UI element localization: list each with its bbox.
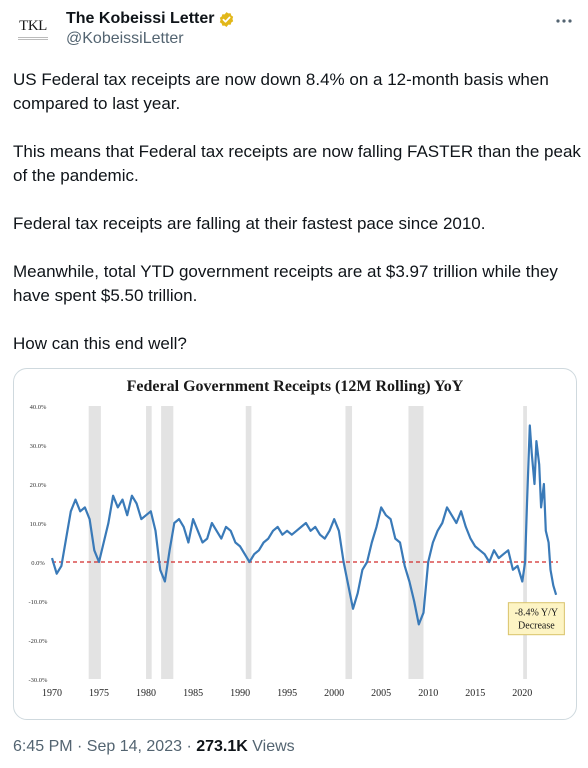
x-tick-label: 2000 xyxy=(324,688,344,699)
tweet-footer: 6:45 PM · Sep 14, 2023 · 273.1K Views xyxy=(13,738,295,756)
author-names: The Kobeissi Letter @KobeissiLetter xyxy=(66,8,235,48)
avatar[interactable]: TKL xyxy=(10,6,56,52)
more-horizontal-icon[interactable] xyxy=(552,10,576,32)
views-label: Views xyxy=(247,738,295,755)
receipts-chart: Federal Government Receipts (12M Rolling… xyxy=(29,378,565,699)
x-tick-label: 2010 xyxy=(418,688,438,699)
avatar-logo-text: TKL xyxy=(19,17,47,34)
x-tick-label: 1995 xyxy=(277,688,297,699)
annotation-box xyxy=(507,602,565,636)
annotation-text-1: Decrease xyxy=(518,621,555,632)
tweet-text: US Federal tax receipts are now down 8.4… xyxy=(13,68,581,356)
timestamp[interactable]: 6:45 PM · Sep 14, 2023 · xyxy=(13,738,197,755)
y-tick-label: 20.0% xyxy=(30,482,47,489)
y-tick-label: -20.0% xyxy=(29,638,49,645)
tweet-paragraph-4: Meanwhile, total YTD government receipts… xyxy=(13,262,558,305)
series-line-0 xyxy=(50,424,558,626)
display-name-row: The Kobeissi Letter xyxy=(66,8,235,30)
y-tick-label: 10.0% xyxy=(30,521,47,528)
x-tick-label: 2020 xyxy=(512,688,532,699)
tweet-paragraph-1: US Federal tax receipts are now down 8.4… xyxy=(13,70,549,113)
y-tick-label: 40.0% xyxy=(30,404,47,411)
y-tick-label: 30.0% xyxy=(30,443,47,450)
x-tick-label: 1985 xyxy=(183,688,203,699)
avatar-logo-rule xyxy=(18,36,48,40)
tweet-media-chart[interactable]: Federal Government Receipts (12M Rolling… xyxy=(13,368,577,720)
x-tick-label: 1980 xyxy=(136,688,156,699)
x-tick-label: 2015 xyxy=(465,688,485,699)
recession-band-1 xyxy=(146,406,152,679)
x-tick-label: 1990 xyxy=(230,688,250,699)
handle[interactable]: @KobeissiLetter xyxy=(66,30,184,47)
x-tick-label: 1970 xyxy=(42,688,62,699)
tweet-paragraph-2: This means that Federal tax receipts are… xyxy=(13,142,581,185)
recession-band-0 xyxy=(88,406,101,679)
recession-band-3 xyxy=(245,406,252,679)
tweet-paragraph-3: Federal tax receipts are falling at thei… xyxy=(13,214,486,233)
x-tick-label: 2005 xyxy=(371,688,391,699)
tweet-paragraph-5: How can this end well? xyxy=(13,334,187,353)
tweet-header: TKL The Kobeissi Letter @KobeissiLetter xyxy=(10,6,580,54)
y-tick-label: 0.0% xyxy=(31,560,45,567)
more-dots-icon xyxy=(556,19,572,23)
x-tick-label: 1975 xyxy=(89,688,109,699)
display-name[interactable]: The Kobeissi Letter xyxy=(66,10,215,27)
verified-badge-icon xyxy=(220,11,234,27)
recession-band-4 xyxy=(345,406,353,679)
y-tick-label: -10.0% xyxy=(29,599,49,606)
recession-band-2 xyxy=(161,406,174,679)
chart-title: Federal Government Receipts (12M Rolling… xyxy=(127,378,464,395)
recession-band-5 xyxy=(408,406,424,679)
views-count: 273.1K xyxy=(196,738,248,755)
y-tick-label: -30.0% xyxy=(29,677,49,684)
annotation-text-0: -8.4% Y/Y xyxy=(515,608,559,619)
